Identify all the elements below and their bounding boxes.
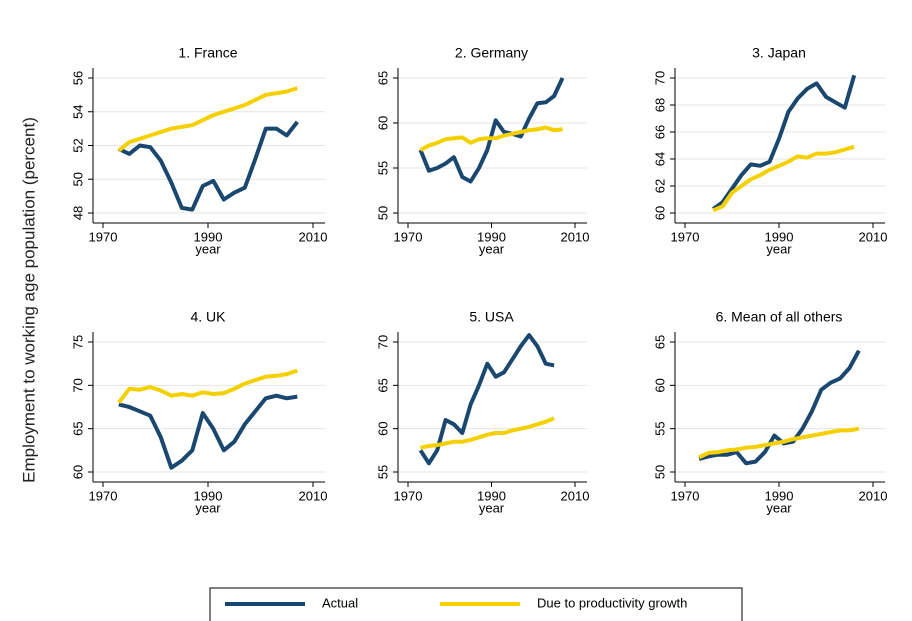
x-tick-label: 2010 xyxy=(859,488,888,503)
x-tick-label: 1990 xyxy=(194,488,223,503)
y-tick-label: 70 xyxy=(375,335,390,349)
series-line xyxy=(712,144,855,213)
y-tick-label: 66 xyxy=(652,125,667,139)
panel-title: 1. France xyxy=(178,45,237,61)
x-tick-label: 1970 xyxy=(671,229,700,244)
series-line xyxy=(117,86,298,153)
y-tick-label: 56 xyxy=(70,71,85,85)
y-tick-label: 70 xyxy=(652,71,667,85)
y-tick-label: 60 xyxy=(652,378,667,392)
y-tick-label: 55 xyxy=(375,465,390,479)
x-tick-label: 1990 xyxy=(765,229,794,244)
y-tick-label: 55 xyxy=(652,421,667,435)
y-tick-label: 55 xyxy=(375,161,390,175)
series-line xyxy=(712,74,857,211)
y-tick-label: 75 xyxy=(70,335,85,349)
x-tick-label: 1990 xyxy=(765,488,794,503)
series-line xyxy=(420,416,555,450)
x-tick-label: 1970 xyxy=(89,488,118,503)
x-tick-label: 1990 xyxy=(477,488,506,503)
y-tick-label: 60 xyxy=(375,421,390,435)
panel-title: 2. Germany xyxy=(455,45,528,61)
x-axis-label: year xyxy=(479,241,505,256)
x-tick-label: 2010 xyxy=(561,229,590,244)
legend-label: Due to productivity growth xyxy=(537,595,687,610)
panel-title: 5. USA xyxy=(469,309,514,325)
series-line xyxy=(418,77,565,184)
x-tick-label: 2010 xyxy=(299,488,328,503)
panel-title: 6. Mean of all others xyxy=(716,309,843,325)
x-tick-label: 1990 xyxy=(194,229,223,244)
x-axis-label: year xyxy=(766,500,792,515)
x-axis-label: year xyxy=(195,241,221,256)
y-tick-label: 64 xyxy=(652,152,667,166)
y-tick-label: 65 xyxy=(70,421,85,435)
y-tick-label: 70 xyxy=(70,378,85,392)
x-tick-label: 1970 xyxy=(89,229,118,244)
x-axis-label: year xyxy=(766,241,792,256)
y-tick-label: 60 xyxy=(375,116,390,130)
y-tick-label: 50 xyxy=(70,172,85,186)
y-tick-label: 65 xyxy=(375,71,390,85)
x-axis-label: year xyxy=(195,500,221,515)
x-axis-label: year xyxy=(479,500,505,515)
y-tick-label: 65 xyxy=(375,378,390,392)
x-tick-label: 1990 xyxy=(477,229,506,244)
series-line xyxy=(117,368,298,404)
x-tick-label: 2010 xyxy=(299,229,328,244)
series-line xyxy=(118,393,298,470)
series-line xyxy=(698,426,860,460)
series-line xyxy=(698,349,861,466)
y-tick-label: 50 xyxy=(652,465,667,479)
x-tick-label: 1970 xyxy=(671,488,700,503)
series-line xyxy=(418,333,555,466)
y-tick-label: 48 xyxy=(70,206,85,220)
legend-label: Actual xyxy=(322,595,358,610)
y-tick-label: 62 xyxy=(652,179,667,193)
y-tick-label: 65 xyxy=(652,335,667,349)
y-tick-label: 60 xyxy=(652,206,667,220)
y-tick-label: 60 xyxy=(70,465,85,479)
series-line xyxy=(419,125,563,152)
y-tick-label: 54 xyxy=(70,105,85,119)
y-tick-label: 52 xyxy=(70,138,85,152)
panel-title: 3. Japan xyxy=(752,45,806,61)
x-tick-label: 2010 xyxy=(859,229,888,244)
y-tick-label: 68 xyxy=(652,98,667,112)
y-tick-label: 50 xyxy=(375,206,390,220)
panel-title: 4. UK xyxy=(190,309,226,325)
x-tick-label: 1970 xyxy=(394,229,423,244)
x-tick-label: 1970 xyxy=(394,488,423,503)
y-axis-label: Employment to working age population (pe… xyxy=(19,117,38,483)
series-line xyxy=(117,120,299,212)
x-tick-label: 2010 xyxy=(561,488,590,503)
